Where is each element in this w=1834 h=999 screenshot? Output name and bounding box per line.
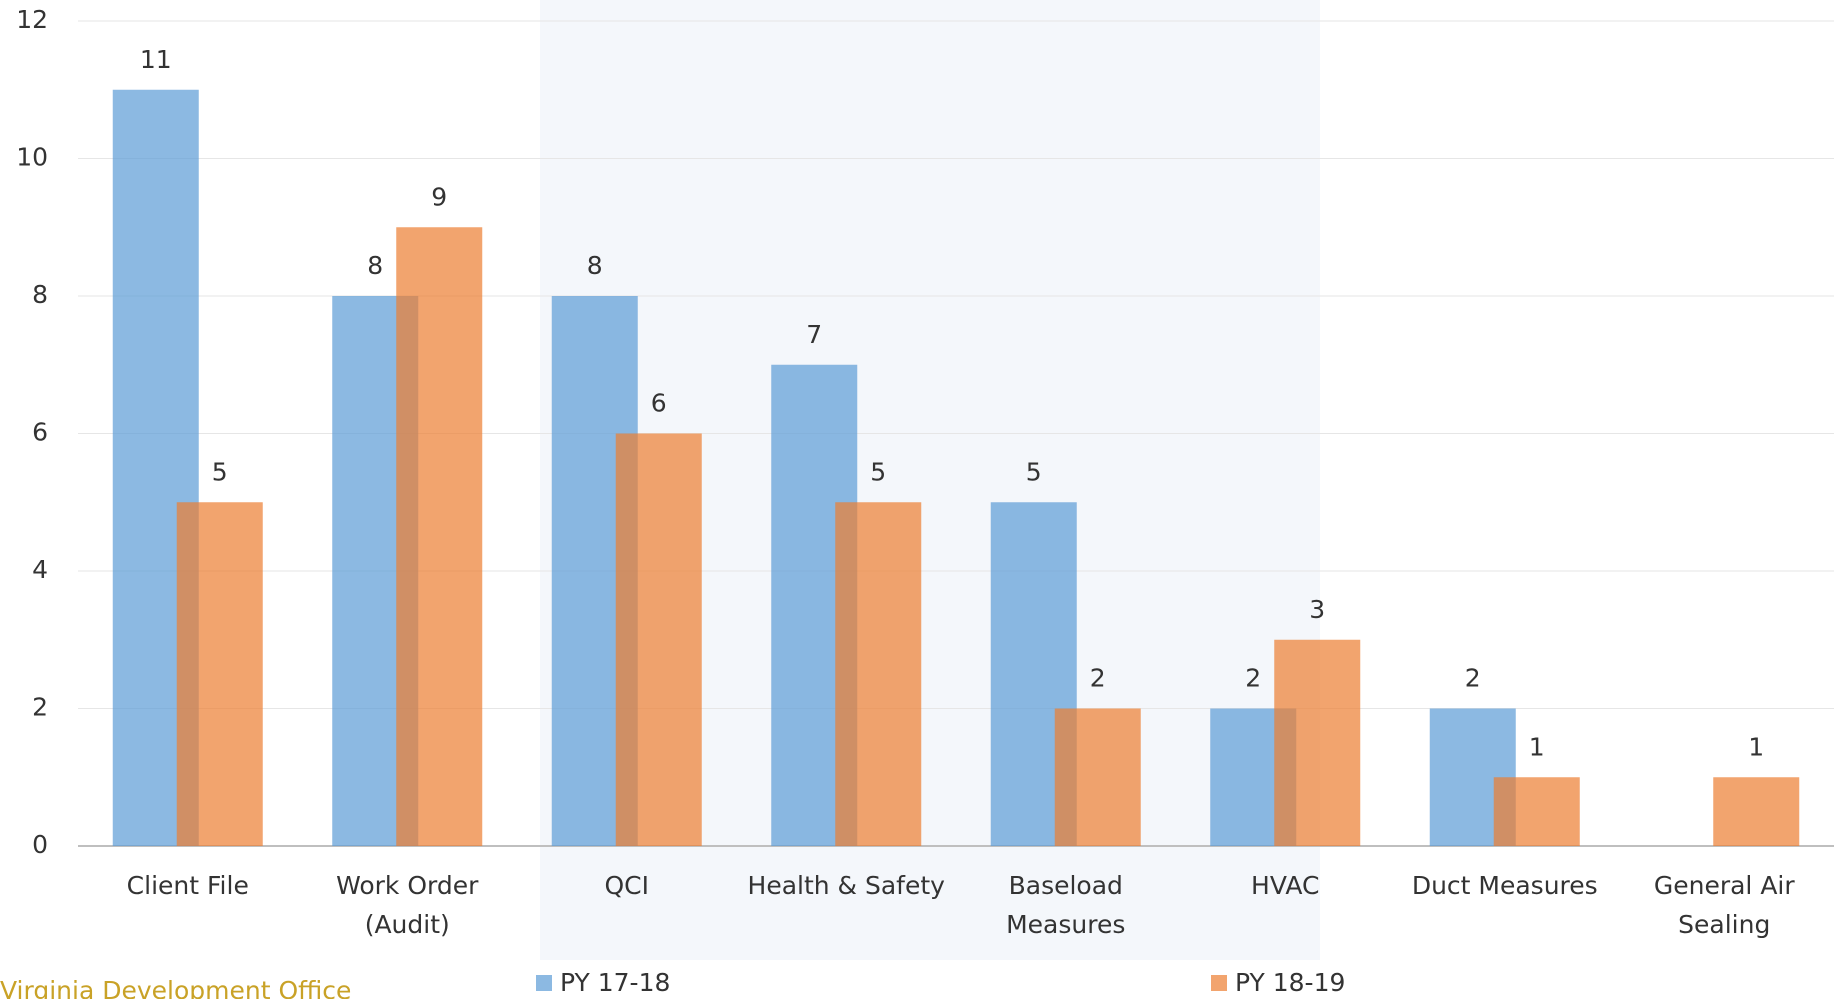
value-label: 7 — [806, 320, 822, 349]
bar — [1274, 639, 1361, 846]
x-tick-label: HVAC — [1251, 871, 1319, 900]
value-label: 3 — [1309, 595, 1325, 624]
value-label: 2 — [1465, 664, 1481, 693]
x-tick-label: Baseload Measures — [1006, 871, 1125, 939]
bar — [176, 502, 263, 846]
value-label: 9 — [431, 182, 447, 211]
x-tick-label: Health & Safety — [748, 871, 946, 900]
y-tick-label: 8 — [32, 280, 48, 309]
value-label: 11 — [140, 45, 172, 74]
y-tick-label: 4 — [32, 555, 48, 584]
y-tick-label: 12 — [16, 5, 48, 34]
legend-label: PY 18-19 — [1235, 968, 1345, 997]
value-label: 8 — [587, 251, 603, 280]
y-tick-label: 6 — [32, 418, 48, 447]
bar — [396, 227, 483, 846]
x-tick-label: General Air Sealing — [1654, 871, 1796, 939]
value-label: 5 — [1026, 457, 1042, 486]
x-tick-label: QCI — [604, 871, 649, 900]
value-label: 5 — [870, 457, 886, 486]
x-tick-label: Duct Measures — [1412, 871, 1598, 900]
x-tick-label: Work Order (Audit) — [336, 871, 479, 939]
footer: Virginia Development Office — [0, 976, 351, 999]
value-label: 2 — [1090, 664, 1106, 693]
value-label: 6 — [651, 389, 667, 418]
legend-label: PY 17-18 — [560, 968, 670, 997]
value-label: 2 — [1245, 664, 1261, 693]
x-tick-label: Client File — [127, 871, 249, 900]
bar — [1713, 777, 1800, 846]
y-tick-label: 2 — [32, 693, 48, 722]
y-tick-label: 10 — [16, 143, 48, 172]
y-tick-label: 0 — [32, 830, 48, 859]
legend-swatch — [536, 975, 552, 991]
value-label: 1 — [1748, 732, 1764, 761]
value-label: 1 — [1529, 732, 1545, 761]
value-label: 5 — [212, 457, 228, 486]
legend-swatch — [1211, 975, 1227, 991]
bar — [1054, 708, 1141, 846]
bar — [835, 502, 922, 846]
bar — [1493, 777, 1580, 846]
value-label: 8 — [367, 251, 383, 280]
bar — [615, 433, 702, 846]
